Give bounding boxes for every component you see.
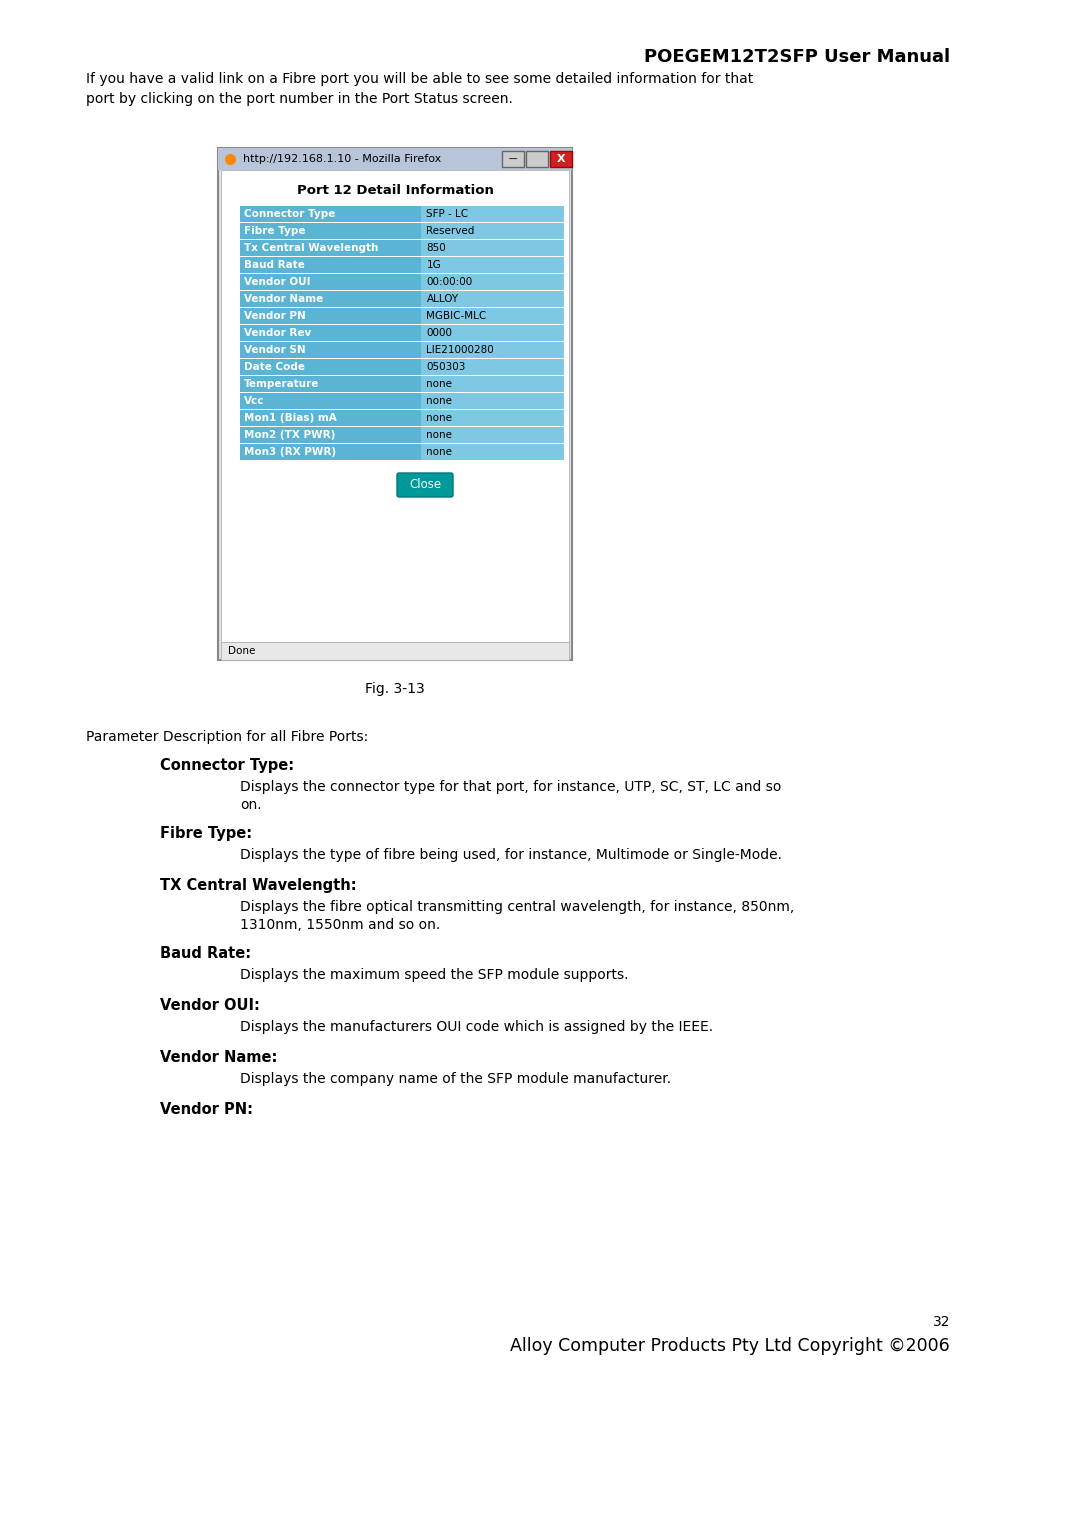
Text: Connector Type:: Connector Type: [160,757,294,773]
Text: none: none [427,379,453,389]
Bar [240,206,564,221]
Text: Displays the connector type for that port, for instance, UTP, SC, ST, LC and so
: Displays the connector type for that por… [240,780,781,812]
Text: Fibre Type: Fibre Type [244,226,306,237]
Text: Displays the type of fibre being used, for instance, Multimode or Single-Mode.: Displays the type of fibre being used, f… [240,847,782,863]
Bar [240,392,421,409]
Bar [240,273,421,290]
Bar [240,223,421,240]
Text: Fig. 3-13: Fig. 3-13 [365,683,424,696]
Text: Vendor PN: Vendor PN [244,312,306,321]
Text: 0000: 0000 [427,328,453,337]
Bar [240,308,564,324]
Text: Vendor OUI: Vendor OUI [244,276,311,287]
Text: Temperature: Temperature [244,379,320,389]
Bar [240,342,564,357]
Bar [240,376,421,392]
Text: Fibre Type:: Fibre Type: [160,826,252,841]
Text: Displays the manufacturers OUI code which is assigned by the IEEE.: Displays the manufacturers OUI code whic… [240,1020,713,1034]
Bar [526,151,548,166]
Text: Vendor SN: Vendor SN [244,345,306,354]
Text: Connector Type: Connector Type [244,209,336,218]
Bar [240,428,564,443]
Text: Port 12 Detail Information: Port 12 Detail Information [297,183,494,197]
Bar [240,325,564,341]
Text: none: none [427,431,453,440]
Bar [218,148,572,660]
Bar [240,206,421,221]
Text: Vendor PN:: Vendor PN: [160,1102,253,1116]
Text: Reserved: Reserved [427,226,475,237]
FancyBboxPatch shape [397,473,453,496]
Bar [240,411,421,426]
Bar [240,428,421,443]
Text: Vendor Rev: Vendor Rev [244,328,311,337]
Text: Mon1 (Bias) mA: Mon1 (Bias) mA [244,412,337,423]
Bar [240,342,421,357]
Text: Displays the company name of the SFP module manufacturer.: Displays the company name of the SFP mod… [240,1072,671,1086]
Bar [240,292,421,307]
Bar [240,240,564,257]
Text: 850: 850 [427,243,446,253]
Bar [240,308,421,324]
Text: 32: 32 [932,1315,950,1328]
Text: Baud Rate: Baud Rate [244,260,305,270]
Text: −: − [508,153,518,165]
Text: Mon2 (TX PWR): Mon2 (TX PWR) [244,431,336,440]
Text: Vendor OUI:: Vendor OUI: [160,999,260,1012]
Text: MGBIC-MLC: MGBIC-MLC [427,312,487,321]
Bar [240,411,564,426]
Bar [218,148,572,169]
Bar [502,151,524,166]
Text: SFP - LC: SFP - LC [427,209,469,218]
Text: none: none [427,395,453,406]
Text: none: none [427,447,453,457]
Text: none: none [427,412,453,423]
Bar [240,359,421,376]
Text: Baud Rate:: Baud Rate: [160,947,252,960]
Text: http://192.168.1.10 - Mozilla Firefox: http://192.168.1.10 - Mozilla Firefox [243,154,442,163]
Text: LIE21000280: LIE21000280 [427,345,495,354]
Bar [221,641,569,660]
Text: Parameter Description for all Fibre Ports:: Parameter Description for all Fibre Port… [86,730,368,744]
Bar [221,169,569,641]
Text: ALLOY: ALLOY [427,295,459,304]
Text: X: X [556,154,565,163]
Bar [240,325,421,341]
Bar [240,223,564,240]
Text: Vendor Name: Vendor Name [244,295,323,304]
Text: Vendor Name:: Vendor Name: [160,1051,278,1064]
Bar [240,273,564,290]
Bar [240,240,421,257]
Text: Alloy Computer Products Pty Ltd Copyright ©2006: Alloy Computer Products Pty Ltd Copyrigh… [510,1338,950,1354]
Bar [240,359,564,376]
Bar [240,257,421,273]
Text: Done: Done [228,646,255,657]
Bar [550,151,572,166]
Text: 1G: 1G [427,260,442,270]
Text: Close: Close [409,478,441,492]
Bar [240,376,564,392]
Text: Date Code: Date Code [244,362,305,373]
Bar [240,392,564,409]
Bar [240,257,564,273]
Text: 050303: 050303 [427,362,465,373]
Text: POEGEM12T2SFP User Manual: POEGEM12T2SFP User Manual [644,47,950,66]
Text: Tx Central Wavelength: Tx Central Wavelength [244,243,378,253]
Text: Vcc: Vcc [244,395,265,406]
Text: 00:00:00: 00:00:00 [427,276,473,287]
Text: TX Central Wavelength:: TX Central Wavelength: [160,878,356,893]
Text: If you have a valid link on a Fibre port you will be able to see some detailed i: If you have a valid link on a Fibre port… [86,72,753,105]
Bar [240,444,564,460]
Bar [240,444,421,460]
Text: Mon3 (RX PWR): Mon3 (RX PWR) [244,447,336,457]
Text: Displays the fibre optical transmitting central wavelength, for instance, 850nm,: Displays the fibre optical transmitting … [240,899,794,933]
Bar [240,292,564,307]
Text: Displays the maximum speed the SFP module supports.: Displays the maximum speed the SFP modul… [240,968,629,982]
